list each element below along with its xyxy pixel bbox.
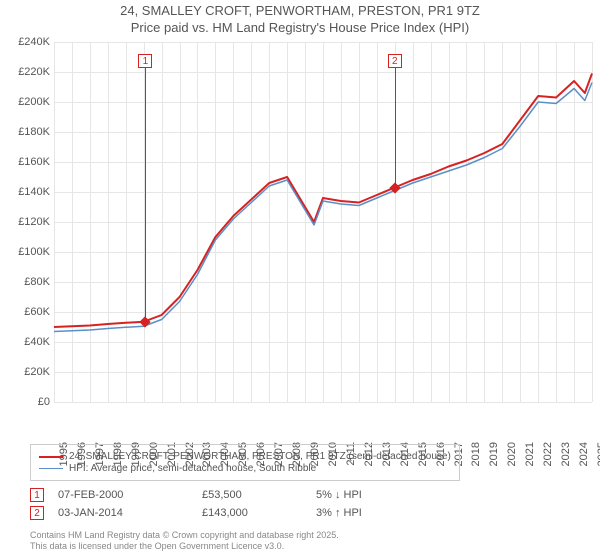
event-badge: 2 [30, 506, 44, 520]
event-table: 1 07-FEB-2000 £53,500 5% ↓ HPI 2 03-JAN-… [30, 488, 436, 524]
event-delta: 5% ↓ HPI [316, 489, 436, 501]
x-tick-label: 2019 [488, 442, 500, 472]
line-series-svg [54, 42, 592, 402]
legend-label: 24, SMALLEY CROFT, PENWORTHAM, PRESTON, … [69, 451, 451, 462]
event-date: 03-JAN-2014 [58, 507, 188, 519]
event-label-box: 2 [388, 54, 402, 68]
x-tick-label: 2020 [506, 442, 518, 472]
legend-swatch [39, 468, 63, 470]
event-delta: 3% ↑ HPI [316, 507, 436, 519]
event-row: 1 07-FEB-2000 £53,500 5% ↓ HPI [30, 488, 436, 502]
event-price: £53,500 [202, 489, 302, 501]
event-badge: 1 [30, 488, 44, 502]
event-price: £143,000 [202, 507, 302, 519]
y-tick-label: £240K [6, 36, 50, 48]
event-connector [395, 68, 396, 188]
x-tick-label: 2018 [470, 442, 482, 472]
x-tick-label: 2024 [578, 442, 590, 472]
y-tick-label: £220K [6, 66, 50, 78]
title-line1: 24, SMALLEY CROFT, PENWORTHAM, PRESTON, … [120, 3, 480, 18]
y-tick-label: £0 [6, 396, 50, 408]
y-tick-label: £20K [6, 366, 50, 378]
y-tick-label: £140K [6, 186, 50, 198]
legend-label: HPI: Average price, semi-detached house,… [69, 463, 316, 474]
y-tick-label: £60K [6, 306, 50, 318]
event-date: 07-FEB-2000 [58, 489, 188, 501]
legend-item: 24, SMALLEY CROFT, PENWORTHAM, PRESTON, … [39, 451, 451, 462]
title-line2: Price paid vs. HM Land Registry's House … [131, 20, 469, 35]
legend-item: HPI: Average price, semi-detached house,… [39, 463, 451, 474]
x-tick-label: 2021 [524, 442, 536, 472]
y-tick-label: £80K [6, 276, 50, 288]
plot-region: 12 [54, 42, 592, 402]
y-tick-label: £160K [6, 156, 50, 168]
event-label-box: 1 [138, 54, 152, 68]
x-tick-label: 2023 [560, 442, 572, 472]
y-tick-label: £100K [6, 246, 50, 258]
legend: 24, SMALLEY CROFT, PENWORTHAM, PRESTON, … [30, 444, 460, 481]
event-connector [145, 68, 146, 322]
attribution-line1: Contains HM Land Registry data © Crown c… [30, 530, 339, 540]
chart-container: 24, SMALLEY CROFT, PENWORTHAM, PRESTON, … [0, 0, 600, 560]
y-tick-label: £200K [6, 96, 50, 108]
attribution-line2: This data is licensed under the Open Gov… [30, 541, 284, 551]
attribution: Contains HM Land Registry data © Crown c… [30, 530, 339, 553]
legend-swatch [39, 456, 63, 458]
y-tick-label: £40K [6, 336, 50, 348]
chart-title: 24, SMALLEY CROFT, PENWORTHAM, PRESTON, … [0, 0, 600, 37]
y-tick-label: £180K [6, 126, 50, 138]
x-tick-label: 2022 [542, 442, 554, 472]
y-tick-label: £120K [6, 216, 50, 228]
series-line-hpi [54, 83, 592, 332]
x-tick-label: 2025 [596, 442, 600, 472]
chart-area: £0 £20K £40K £60K £80K £100K £120K £140K £160K £1… [0, 38, 600, 438]
event-row: 2 03-JAN-2014 £143,000 3% ↑ HPI [30, 506, 436, 520]
